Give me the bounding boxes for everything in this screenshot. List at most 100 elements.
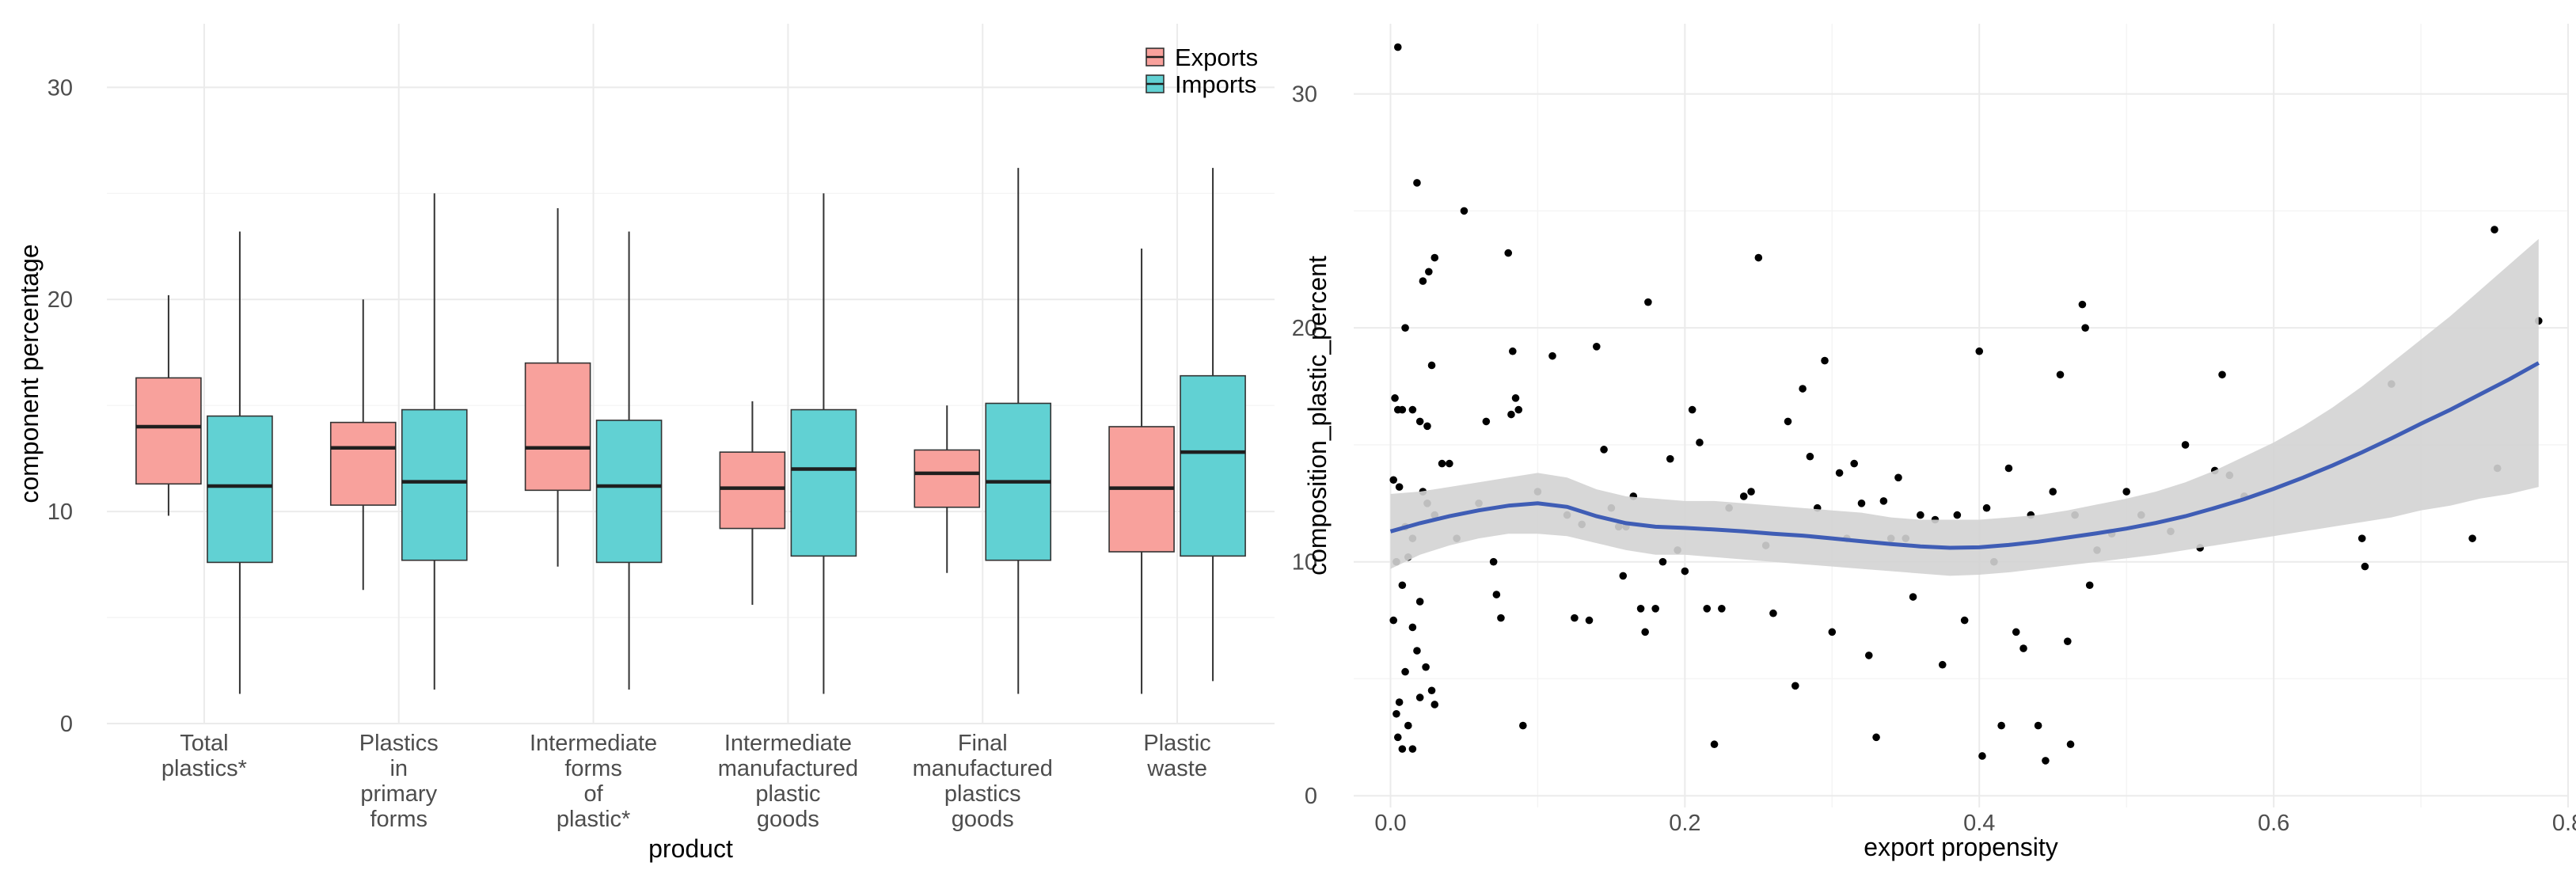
imports-box-6 xyxy=(1180,168,1246,682)
scatter-point xyxy=(1791,682,1799,690)
scatter-point xyxy=(1644,298,1652,306)
x-category-label: Plastic waste xyxy=(1143,731,1210,781)
x-tick-label: 0.6 xyxy=(2258,811,2289,836)
x-category-label: Plastics in primary forms xyxy=(359,731,439,832)
exports-box-1 xyxy=(135,294,202,516)
exports-box-5 xyxy=(914,405,981,573)
x-tick-label: 0.4 xyxy=(1963,811,1995,836)
scatter-point xyxy=(1864,652,1873,659)
scatter-point xyxy=(1423,422,1431,431)
legend-label-imports: Imports xyxy=(1175,70,1256,98)
y-tick-label: 30 xyxy=(1292,82,1317,108)
scatter-point xyxy=(1619,572,1628,580)
scatter-point xyxy=(1419,277,1427,285)
x-category-label-line: Intermediate xyxy=(724,731,852,756)
x-category-label-line: forms xyxy=(370,807,428,832)
scatter-point xyxy=(1703,605,1712,613)
scatter-point xyxy=(1430,253,1439,262)
scatter-point xyxy=(1408,405,1417,414)
scatter-point xyxy=(1666,454,1674,463)
scatter-point xyxy=(1806,452,1814,461)
scatter-point xyxy=(2012,628,2020,636)
scatter-point xyxy=(1422,663,1430,671)
scatter-point xyxy=(1718,605,1726,613)
imports-box-2 xyxy=(401,193,468,690)
scatter-point xyxy=(1821,356,1829,365)
x-axis-title: export propensity xyxy=(1864,833,2057,861)
iqr-box xyxy=(595,420,663,564)
scatter-point xyxy=(1404,721,1412,730)
iqr-box xyxy=(329,421,397,506)
scatter-point xyxy=(1413,179,1421,187)
scatter-point xyxy=(1658,557,1667,566)
scatter-point xyxy=(2081,324,2089,332)
scatter-point xyxy=(1600,446,1608,454)
scatter-point xyxy=(1427,686,1436,695)
exports-box-4 xyxy=(719,401,786,605)
scatter-point xyxy=(2056,370,2065,379)
x-category-label: Final manufactured plastics goods xyxy=(913,731,1053,832)
scatter-point xyxy=(1997,721,2005,730)
scatter-point xyxy=(1960,616,1969,625)
scatter-point xyxy=(1894,473,1902,482)
x-tick-label: 0.0 xyxy=(1374,811,1406,836)
x-category-label-line: goods xyxy=(757,807,819,832)
scatter-point xyxy=(1688,405,1696,414)
scatter-point xyxy=(1909,593,1917,601)
scatter-point xyxy=(1571,614,1579,622)
scatter-point xyxy=(1879,497,1888,505)
x-category-label-line: forms xyxy=(564,756,622,781)
scatter-point xyxy=(1430,701,1439,709)
iqr-box xyxy=(524,362,591,492)
scatter-point xyxy=(1514,405,1523,414)
scatter-point xyxy=(1917,511,1924,519)
scatter-point xyxy=(1636,605,1645,613)
scatter-point xyxy=(1460,207,1468,215)
imports-box-4 xyxy=(790,193,857,694)
legend-label-exports: Exports xyxy=(1175,44,1258,71)
confidence-band xyxy=(1390,238,2539,576)
scatter-point xyxy=(1438,459,1446,468)
scatter-point xyxy=(1401,324,1409,332)
scatter-point xyxy=(1857,500,1866,507)
scatter-point xyxy=(1415,693,1424,701)
scatter-point xyxy=(1415,598,1424,606)
x-category-label-line: plastics xyxy=(944,781,1021,807)
x-tick-label: 0.2 xyxy=(1669,811,1700,836)
iqr-box xyxy=(135,377,202,485)
scatter-point xyxy=(1507,410,1515,419)
scatter-point xyxy=(1641,628,1649,636)
scatter-point xyxy=(1799,385,1807,393)
x-category-label-line: Plastics xyxy=(359,731,439,756)
scatter-point xyxy=(1395,698,1404,706)
scatter-point xyxy=(1828,628,1837,636)
exports-box-2 xyxy=(329,299,397,591)
scatter-point xyxy=(1548,351,1556,360)
scatter-point xyxy=(1651,605,1659,613)
scatter-point xyxy=(2468,534,2476,542)
scatter-point xyxy=(1978,752,1986,760)
x-axis-title: product xyxy=(648,834,733,863)
y-tick-label: 10 xyxy=(47,500,73,525)
scatter-point xyxy=(1482,417,1491,426)
scatter-panel: 0 10 20 30 0.0 0.2 0.4 0.6 0.8 export propensity c… xyxy=(1292,24,2576,861)
scatter-point xyxy=(2049,488,2057,496)
scatter-point xyxy=(1393,43,1402,51)
scatter-point xyxy=(1398,581,1407,590)
x-category-label-line: goods xyxy=(952,807,1014,832)
scatter-point xyxy=(1408,623,1417,632)
scatter-point xyxy=(1398,745,1407,753)
scatter-point xyxy=(1784,417,1792,426)
iqr-box xyxy=(914,449,981,508)
scatter-point xyxy=(2034,721,2042,730)
scatter-point xyxy=(1492,591,1501,598)
scatter-point xyxy=(1408,745,1417,753)
scatter-point xyxy=(1739,492,1748,500)
iqr-box xyxy=(790,408,857,557)
scatter-point xyxy=(2078,300,2087,309)
scatter-point xyxy=(1681,567,1689,576)
scatter-point xyxy=(1850,459,1858,468)
